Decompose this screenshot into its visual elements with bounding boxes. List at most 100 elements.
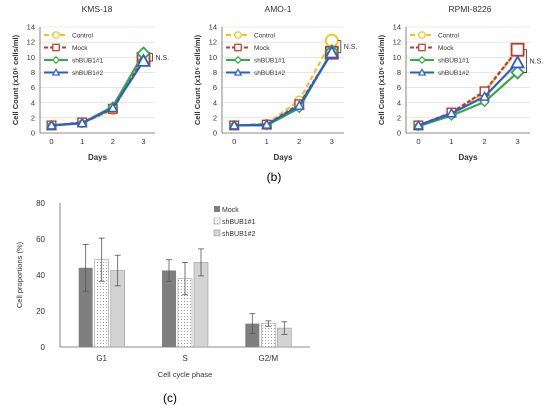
data-point-shbub1-2 <box>445 107 457 118</box>
x-tick-label: S <box>182 354 187 363</box>
legend-marker <box>417 55 427 65</box>
legend-label: shBUB1#1 <box>222 219 256 226</box>
y-tick-label: 12 <box>27 38 35 47</box>
y-tick-label: 8 <box>31 68 35 77</box>
data-point-shbub1-2 <box>324 44 340 59</box>
x-tick-label: 3 <box>330 137 334 146</box>
y-tick-label: 14 <box>27 23 35 32</box>
y-tick-label: 8 <box>213 68 217 77</box>
bar-group-g1: G1 <box>78 237 125 363</box>
y-tick-label: 12 <box>393 38 401 47</box>
significance-bracket: N.S. <box>149 53 170 62</box>
error-bar <box>114 254 121 287</box>
y-tick-label: 10 <box>27 53 35 62</box>
ns-annotation: N.S. <box>530 59 544 66</box>
legend-marker <box>234 43 242 52</box>
significance-bracket: N.S. <box>523 49 544 73</box>
y-axis-label: Cell Count (x10⁵ cells/ml) <box>11 34 20 125</box>
legend-label: shBUB1#1 <box>254 58 285 65</box>
x-tick-label: 1 <box>449 137 453 146</box>
y-tick-label: 4 <box>213 98 217 107</box>
legend-marker <box>233 68 243 76</box>
legend: Control Mock shBUB1#1 shBUB1#2 <box>410 31 469 77</box>
legend-marker <box>52 43 60 52</box>
legend-label: Control <box>72 33 94 40</box>
legend-marker <box>418 43 426 52</box>
data-point-shbub1-2 <box>46 119 57 130</box>
legend-item-mock: Mock <box>410 43 454 52</box>
data-point-shbub1-2 <box>261 118 273 129</box>
legend-marker <box>233 55 243 65</box>
x-axis-label: Days <box>88 153 108 162</box>
x-tick-label: G2/M <box>259 354 279 363</box>
legend: Control Mock shBUB1#1 shBUB1#2 <box>44 31 103 77</box>
x-axis-label: Days <box>273 153 293 162</box>
legend-item-shbub1-2: shBUB1#2 <box>226 68 285 77</box>
y-tick-label: 14 <box>209 23 217 32</box>
error-bar <box>98 237 105 282</box>
y-tick-label: 40 <box>36 271 45 280</box>
data-point-shbub1-2 <box>228 119 240 130</box>
legend-marker <box>52 31 60 39</box>
legend-swatch <box>213 217 221 225</box>
error-bar <box>166 259 172 282</box>
y-tick-label: 20 <box>36 307 45 316</box>
data-point-shbub1-2 <box>293 100 305 110</box>
series-line-mock <box>418 49 519 127</box>
panel-label-c: (c) <box>163 391 177 405</box>
legend-swatch <box>213 229 221 237</box>
legend-label: Mock <box>254 45 270 52</box>
legend-item-mock: Mock <box>214 206 239 214</box>
y-tick-label: 4 <box>31 98 35 107</box>
data-point-shbub1-2 <box>107 102 119 113</box>
error-bar <box>82 243 89 292</box>
x-tick-label: 1 <box>80 137 84 146</box>
y-tick-label: 10 <box>393 53 401 62</box>
legend-item-shbub1-2: shBUB1#2 <box>213 229 256 238</box>
legend-label: shBUB1#1 <box>438 58 469 65</box>
y-tick-label: 0 <box>41 343 46 352</box>
x-tick-label: G1 <box>96 354 107 363</box>
legend-label: Mock <box>222 207 239 214</box>
y-tick-label: 2 <box>397 113 401 122</box>
legend-item-shbub1-1: shBUB1#1 <box>44 55 103 65</box>
y-axis-label: Cell Count (x10⁵ cells/ml) <box>377 34 386 125</box>
y-tick-label: 12 <box>209 38 217 47</box>
error-bar <box>265 320 272 327</box>
y-tick-label: 80 <box>36 199 45 208</box>
data-point-shbub1-2 <box>76 117 88 128</box>
panel-label-b: (b) <box>267 170 282 184</box>
series-shbub1-2 <box>228 44 340 130</box>
bar-shbub1-1 <box>261 323 276 348</box>
legend-label: Mock <box>438 45 454 52</box>
x-tick-label: 0 <box>416 137 420 146</box>
series-line-control <box>234 40 333 127</box>
y-axis-label: Cell proportions (%) <box>15 241 24 308</box>
y-axis-label: Cell Count (x10⁵ cells/ml) <box>193 34 202 125</box>
error-bar <box>182 261 188 296</box>
bracket-line <box>149 53 153 62</box>
x-tick-label: 2 <box>482 137 486 146</box>
legend-label: shBUB1#2 <box>72 70 103 77</box>
bar-chart-cell-cycle: 0 20 40 60 80 Cell proportions (%) Cell cycle … <box>15 199 310 379</box>
error-bar <box>281 321 288 335</box>
y-tick-label: 60 <box>36 235 45 244</box>
series-line-shbub1-2 <box>51 60 145 127</box>
series-line-shbub1-2 <box>234 52 333 127</box>
bar-mock <box>162 270 176 347</box>
chart-title: KMS-18 <box>82 4 113 14</box>
legend-item-control: Control <box>226 31 276 40</box>
series-shbub1-2 <box>412 54 526 130</box>
x-tick-label: 2 <box>297 137 301 146</box>
x-tick-label: 3 <box>141 137 145 146</box>
ns-annotation: N.S. <box>156 55 170 62</box>
legend-marker <box>51 55 61 65</box>
legend-item-mock: Mock <box>44 43 88 52</box>
legend-swatch <box>214 206 220 212</box>
y-tick-label: 6 <box>31 83 35 92</box>
data-point-shbub1-2 <box>135 53 152 67</box>
legend: Control Mock shBUB1#1 shBUB1#2 <box>226 31 285 77</box>
chart-title: AMO-1 <box>265 4 292 14</box>
